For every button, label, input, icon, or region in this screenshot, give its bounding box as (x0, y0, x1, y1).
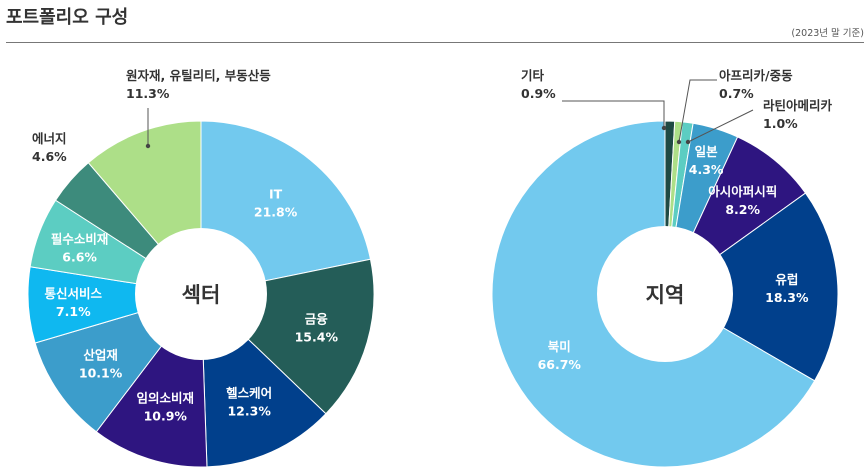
slice-value-label: 6.6% (62, 250, 97, 265)
slice-value-label: 1.0% (763, 116, 798, 131)
slice-value-label: 10.9% (144, 408, 188, 423)
slice-value-label: 12.3% (227, 404, 271, 419)
slice-label: 라틴아메리카 (763, 98, 833, 113)
slice-label: 필수소비재 (51, 232, 109, 247)
sector-pie-chart: 섹터 IT 21.8% 금융 15.4% 헬스케어 12.3% 임의소비재 10.9% 산업재 10… (27, 68, 375, 468)
slice-label: 북미 (548, 339, 571, 354)
slice-value-label: 0.9% (521, 86, 556, 101)
donut-hole (597, 226, 733, 362)
pie-slice-region-slice-6 (664, 192, 839, 382)
slice-label: IT (269, 187, 283, 202)
region-pie-chart: 지역 기타 0.9% 아프리카/중동 0.7% 라틴아메리카 1.0% 일본 4.3% 아시아퍼시… (491, 68, 839, 468)
slice-label: 통신서비스 (45, 286, 103, 301)
page-title: 포트폴리오 구성 (6, 7, 129, 28)
leader-line (678, 79, 717, 143)
donut-hole (135, 228, 267, 360)
leader-dot (685, 139, 691, 145)
slice-label: 헬스케어 (226, 386, 272, 401)
slice-value-label: 15.4% (295, 329, 339, 344)
slice-value-label: 8.2% (725, 202, 760, 217)
chart-center-title: 지역 (646, 283, 685, 307)
slice-label: 기타 (521, 68, 545, 83)
leader-dot (145, 143, 151, 149)
slice-value-label: 21.8% (254, 205, 298, 220)
slice-value-label: 18.3% (765, 290, 809, 305)
chart-center-title: 섹터 (182, 283, 221, 307)
leader-dot (661, 125, 667, 131)
leader-line (562, 100, 665, 128)
leader-line (687, 109, 754, 143)
slice-value-label: 0.7% (719, 86, 754, 101)
slice-value-label: 66.7% (538, 357, 582, 372)
slice-value-label: 7.1% (56, 304, 91, 319)
slice-value-label: 4.3% (689, 162, 724, 177)
slice-value-label: 11.3% (126, 86, 170, 101)
slice-label: 일본 (695, 144, 719, 159)
slice-label: 에너지 (32, 131, 67, 146)
as-of-note: (2023년 말 기준) (791, 28, 864, 39)
slice-value-label: 10.1% (79, 365, 123, 380)
slice-label: 임의소비재 (137, 390, 195, 405)
header-divider (6, 42, 864, 43)
slice-label: 산업재 (83, 347, 118, 362)
leader-dot (676, 139, 682, 145)
slice-value-label: 4.6% (32, 149, 67, 164)
page-header: 포트폴리오 구성 (2023년 말 기준) (0, 0, 868, 44)
slice-label: 아프리카/중동 (719, 68, 793, 83)
slice-label: 원자재, 유틸리티, 부동산등 (126, 68, 271, 83)
slice-label: 금융 (305, 311, 329, 326)
slice-label: 유럽 (775, 272, 798, 287)
slice-label: 아시아퍼시픽 (708, 184, 777, 199)
